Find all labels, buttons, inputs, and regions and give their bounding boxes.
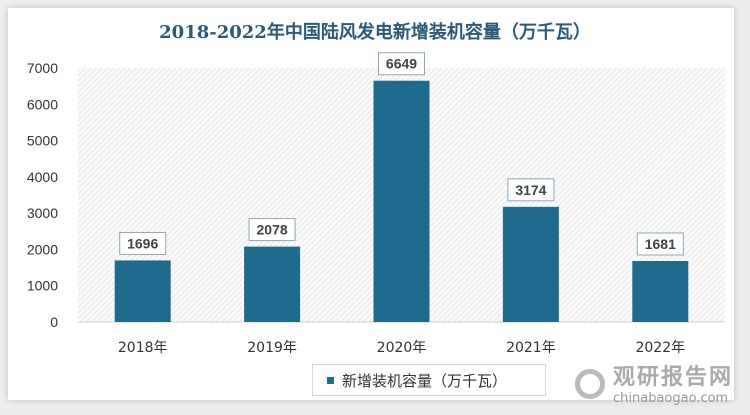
data-label: 2078 (257, 222, 288, 238)
watermark-en: chinabaogao.com (613, 391, 729, 406)
bar (502, 206, 559, 322)
bar (244, 246, 301, 322)
bar (373, 80, 430, 322)
data-label: 6649 (386, 56, 417, 72)
y-tick-label: 2000 (27, 241, 58, 257)
y-tick-label: 0 (50, 314, 58, 330)
bar (114, 260, 171, 322)
data-label-box (378, 52, 425, 76)
bar (632, 261, 689, 322)
watermark-logo-icon (575, 369, 605, 399)
data-label: 1696 (127, 235, 158, 251)
y-tick-label: 6000 (27, 96, 58, 112)
x-tick-label: 2019年 (247, 340, 297, 356)
y-tick-label: 5000 (27, 133, 58, 149)
x-tick-label: 2018年 (118, 340, 168, 356)
data-label-box (119, 231, 167, 255)
legend: 新增装机容量（万千瓦） (312, 364, 546, 396)
y-tick-label: 1000 (27, 278, 58, 294)
data-label-box (248, 218, 296, 242)
data-label: 3174 (515, 182, 546, 198)
y-tick-label: 7000 (27, 60, 58, 76)
x-tick-label: 2021年 (506, 340, 556, 356)
y-tick-label: 4000 (27, 169, 58, 185)
y-tick-label: 3000 (27, 205, 58, 221)
data-label: 1681 (645, 236, 676, 252)
data-label-box (636, 232, 684, 256)
x-tick-label: 2020年 (377, 340, 427, 356)
legend-label: 新增装机容量（万千瓦） (342, 371, 508, 390)
chart-title: 2018-2022年中国陆风发电新增装机容量（万千瓦） (159, 22, 591, 43)
x-tick-label: 2022年 (635, 340, 685, 356)
data-label-box (507, 178, 555, 202)
watermark: 观研报告网 chinabaogao.com (575, 365, 733, 407)
legend-swatch (327, 376, 334, 384)
watermark-cn: 观研报告网 (613, 365, 734, 390)
